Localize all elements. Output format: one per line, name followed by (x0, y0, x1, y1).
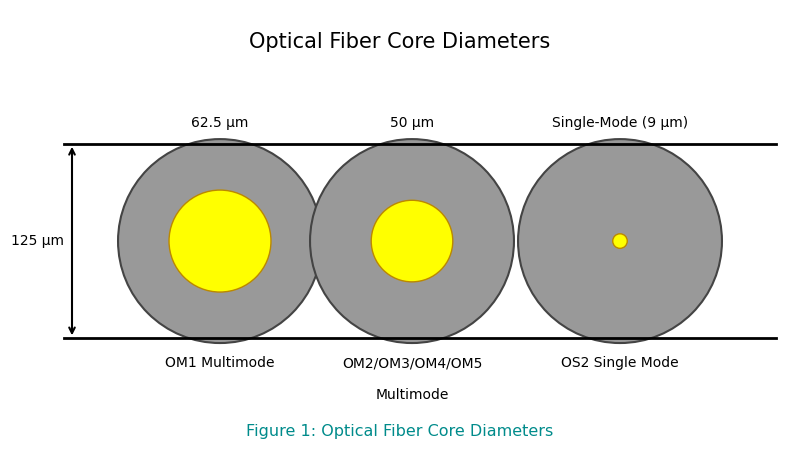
Text: Single-Mode (9 μm): Single-Mode (9 μm) (552, 116, 688, 130)
Text: OM1 Multimode: OM1 Multimode (166, 356, 274, 371)
Ellipse shape (518, 139, 722, 343)
Text: OM2/OM3/OM4/OM5: OM2/OM3/OM4/OM5 (342, 356, 482, 371)
Text: OS2 Single Mode: OS2 Single Mode (561, 356, 679, 371)
Ellipse shape (613, 234, 627, 248)
Ellipse shape (118, 139, 322, 343)
Ellipse shape (371, 200, 453, 282)
Text: Figure 1: Optical Fiber Core Diameters: Figure 1: Optical Fiber Core Diameters (246, 425, 554, 439)
Text: Optical Fiber Core Diameters: Optical Fiber Core Diameters (250, 32, 550, 52)
Ellipse shape (169, 190, 271, 292)
Text: 125 μm: 125 μm (11, 234, 64, 248)
Ellipse shape (310, 139, 514, 343)
Text: 50 μm: 50 μm (390, 116, 434, 130)
Text: Multimode: Multimode (375, 388, 449, 403)
Text: 62.5 μm: 62.5 μm (191, 116, 249, 130)
